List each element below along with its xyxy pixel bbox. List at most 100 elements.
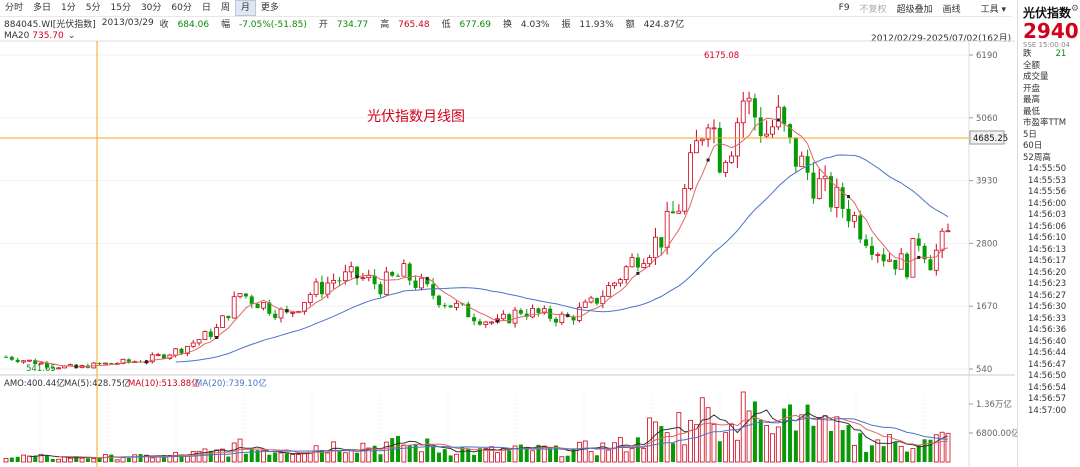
candle-down [840, 187, 845, 209]
panel-row-7: 5日 [1023, 129, 1037, 140]
period-tab-1[interactable]: 多日 [33, 3, 52, 13]
price-tick-3: 2800 [976, 239, 998, 249]
candle-down [869, 245, 874, 255]
volume-bar-up [231, 442, 237, 463]
ma-short-line-marker [917, 255, 921, 259]
candle-down [752, 98, 757, 118]
tick-time-1: 14:55:53 [1028, 175, 1067, 186]
vol-ma5-value: MA(5):428.75亿 [64, 378, 130, 389]
volume-bar-down [788, 404, 793, 462]
candle-down [126, 359, 131, 362]
panel-settings-icon[interactable]: ⚙ [1070, 4, 1079, 14]
chart-title: 光伏指数月线图 [367, 109, 465, 125]
tools-button[interactable]: 工具 ▾ [980, 4, 1006, 15]
volume-bar-up [495, 452, 500, 463]
tick-time-14: 14:56:36 [1028, 325, 1067, 335]
candle-down [805, 156, 810, 173]
candle-up [576, 307, 582, 321]
volume-bar-down [44, 455, 49, 462]
panel-row-1: 全额 [1023, 60, 1041, 71]
no-adjust-button[interactable]: 不复权 [859, 4, 887, 15]
candle-up [348, 266, 354, 273]
period-tab-6[interactable]: 60分 [171, 3, 192, 13]
amount-value: 额 424.87亿 [625, 19, 685, 30]
candle-up [383, 271, 389, 295]
candle-down [846, 208, 851, 222]
candle-up [231, 296, 237, 319]
candle-down [226, 315, 231, 319]
volume-bar-down [138, 454, 143, 462]
volume-bar-down [659, 426, 664, 462]
candle-down [44, 363, 49, 368]
volume-bar-up [21, 454, 26, 463]
volume-bar-up [220, 448, 225, 463]
volume-bar-up [875, 439, 881, 463]
volume-bar-down [793, 430, 798, 462]
period-tab-2[interactable]: 1分 [61, 3, 76, 13]
candle-up [220, 315, 225, 328]
volume-bar-down [425, 438, 430, 462]
candle-down [893, 259, 898, 270]
period-tab-4[interactable]: 15分 [110, 3, 131, 13]
volume-bar-down [671, 443, 676, 462]
draw-line-button[interactable]: 画线 [942, 4, 961, 15]
candle-down [50, 367, 55, 369]
candle-down [4, 356, 8, 358]
period-tab-8[interactable]: 周 [220, 3, 230, 13]
panel-row-4: 最高 [1023, 95, 1041, 105]
candle-down [553, 318, 558, 323]
candle-up [38, 362, 44, 365]
period-tab-9[interactable]: 月 [234, 0, 256, 16]
candle-up [629, 257, 635, 268]
volume-bar-down [460, 446, 465, 462]
panel-row-0: 跌 21 [1023, 49, 1067, 59]
open-value: 开 734.77 [318, 19, 369, 30]
candle-up [887, 259, 892, 262]
candle-up [419, 277, 424, 289]
volume-bar-up [939, 431, 945, 463]
tick-time-7: 14:56:13 [1028, 244, 1067, 255]
volume-bar-up [489, 446, 495, 463]
volume-bar-down [15, 456, 20, 462]
candle-up [559, 313, 565, 323]
ma-short-line-marker [776, 118, 780, 122]
candles [4, 91, 951, 370]
overlay-button[interactable]: 超级叠加 [896, 4, 933, 15]
candle-up [202, 331, 208, 340]
period-tab-3[interactable]: 5分 [85, 3, 101, 13]
volume-bar-up [617, 436, 623, 463]
ma-short-line-marker [215, 335, 219, 339]
kline-chart[interactable]: 6190 5060 3930 2800 1670 540 1.36万亿 6800.00亿 46… [0, 0, 1017, 467]
tick-time-19: 14:56:54 [1028, 382, 1067, 393]
period-tab-7[interactable]: 日 [201, 3, 211, 13]
candle-down [828, 176, 833, 208]
volume-bar-up [278, 452, 284, 463]
volume-bar-down [273, 452, 278, 462]
candle-up [834, 186, 840, 208]
candle-down [161, 354, 166, 359]
volume-bar-up [559, 456, 565, 463]
tick-time-18: 14:56:50 [1028, 371, 1067, 381]
index-code: 884045.WI[光伏指数] [4, 19, 96, 30]
candle-down [33, 360, 38, 365]
toolbar-right: F9 不复权 超级叠加 画线 工具 ▾ [829, 0, 1006, 16]
ma-short-line-marker [566, 314, 570, 318]
period-tab-10[interactable]: 更多 [260, 3, 279, 13]
volume-bar-up [79, 457, 85, 463]
dropdown-icon[interactable]: ⌄ [67, 31, 76, 41]
volume-bar-up [600, 442, 606, 463]
candle-up [617, 279, 623, 284]
volume-bar-up [530, 450, 535, 463]
volume-bar-up [775, 426, 781, 463]
period-tab-5[interactable]: 30分 [140, 3, 162, 13]
volume-bar-up [910, 448, 916, 463]
period-tab-0[interactable]: 分时 [5, 3, 24, 13]
period-toolbar: 分时 多日 1分 5分 15分 30分 60分日周月更多 F9 不复权 超级叠加 画线 工具… [0, 0, 1012, 17]
tick-time-17: 14:56:47 [1028, 359, 1067, 370]
ma-legend: MA20 735.70 ⌄ [4, 31, 76, 41]
amo-value: AMO:400.44亿 [4, 378, 65, 389]
candle-up [261, 302, 266, 309]
volume-bar-down [337, 451, 342, 462]
volume-bar-up [342, 452, 348, 463]
f9-button[interactable]: F9 [838, 3, 850, 13]
